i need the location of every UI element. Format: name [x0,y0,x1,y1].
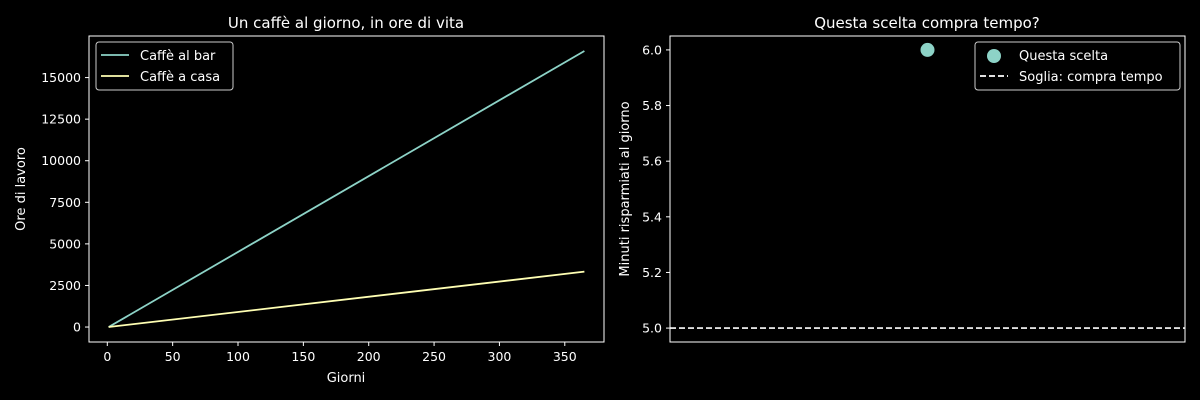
x-tick-label: 200 [357,349,381,364]
chart-2-legend-box [974,41,1181,91]
chart-1-series [108,50,585,328]
chart-1-ylabel: Ore di lavoro [14,147,29,231]
y-tick-label: 15000 [41,70,81,85]
legend-swatch-questa-scelta [987,49,1001,63]
y-tick-label: 0 [73,320,81,335]
x-tick-label: 0 [103,349,111,364]
y-tick-label: 5.4 [642,209,662,224]
chart-compra-tempo: Questa scelta compra tempo? 5.0 5.2 5.4 5.6… [618,14,1186,343]
y-tick-label: 10000 [41,153,81,168]
y-tick-label: 2500 [49,278,81,293]
chart-2-ticks: 5.0 5.2 5.4 5.6 5.8 6.0 [642,42,670,336]
y-tick-label: 5.0 [642,321,662,336]
chart-1-legend: Caffè al bar Caffè a casa [95,41,234,91]
y-tick-label: 5.6 [642,154,662,169]
legend-label-caffe-bar: Caffè al bar [140,49,216,64]
x-tick-label: 150 [291,349,315,364]
chart-ore-di-vita: Un caffè al giorno, in ore di vita 0 50 10… [14,14,605,386]
legend-label-questa-scelta: Questa scelta [1019,49,1108,64]
chart-1-frame [88,35,605,343]
series-line-1 [108,50,585,328]
legend-label-soglia: Soglia: compra tempo [1019,70,1163,85]
chart-2-ylabel: Minuti risparmiati al giorno [618,101,633,276]
series-line-2 [108,270,585,328]
y-tick-label: 7500 [49,195,81,210]
x-tick-label: 50 [165,349,181,364]
chart-1-xlabel: Giorni [327,371,366,386]
x-tick-label: 300 [488,349,512,364]
chart-1-ticks: 0 50 100 150 200 250 300 350 0 2500 5000 7500 10000 1… [41,70,577,364]
y-tick-label: 5.8 [642,98,662,113]
y-tick-label: 5.2 [642,265,662,280]
chart-2-title: Questa scelta compra tempo? [814,14,1040,32]
y-tick-label: 12500 [41,112,81,127]
chart-2-legend: Questa scelta Soglia: compra tempo [974,41,1181,91]
chart-2-frame [669,35,1186,343]
legend-label-caffe-casa: Caffè a casa [140,70,220,85]
y-tick-label: 6.0 [642,42,662,57]
x-tick-label: 250 [422,349,446,364]
y-tick-label: 5000 [49,236,81,251]
chart-1-legend-box [95,41,234,91]
chart-1-title: Un caffè al giorno, in ore di vita [228,14,464,32]
x-tick-label: 100 [226,349,250,364]
chart-2-marks [670,42,1185,329]
x-tick-label: 350 [553,349,577,364]
scatter-point [920,42,935,57]
